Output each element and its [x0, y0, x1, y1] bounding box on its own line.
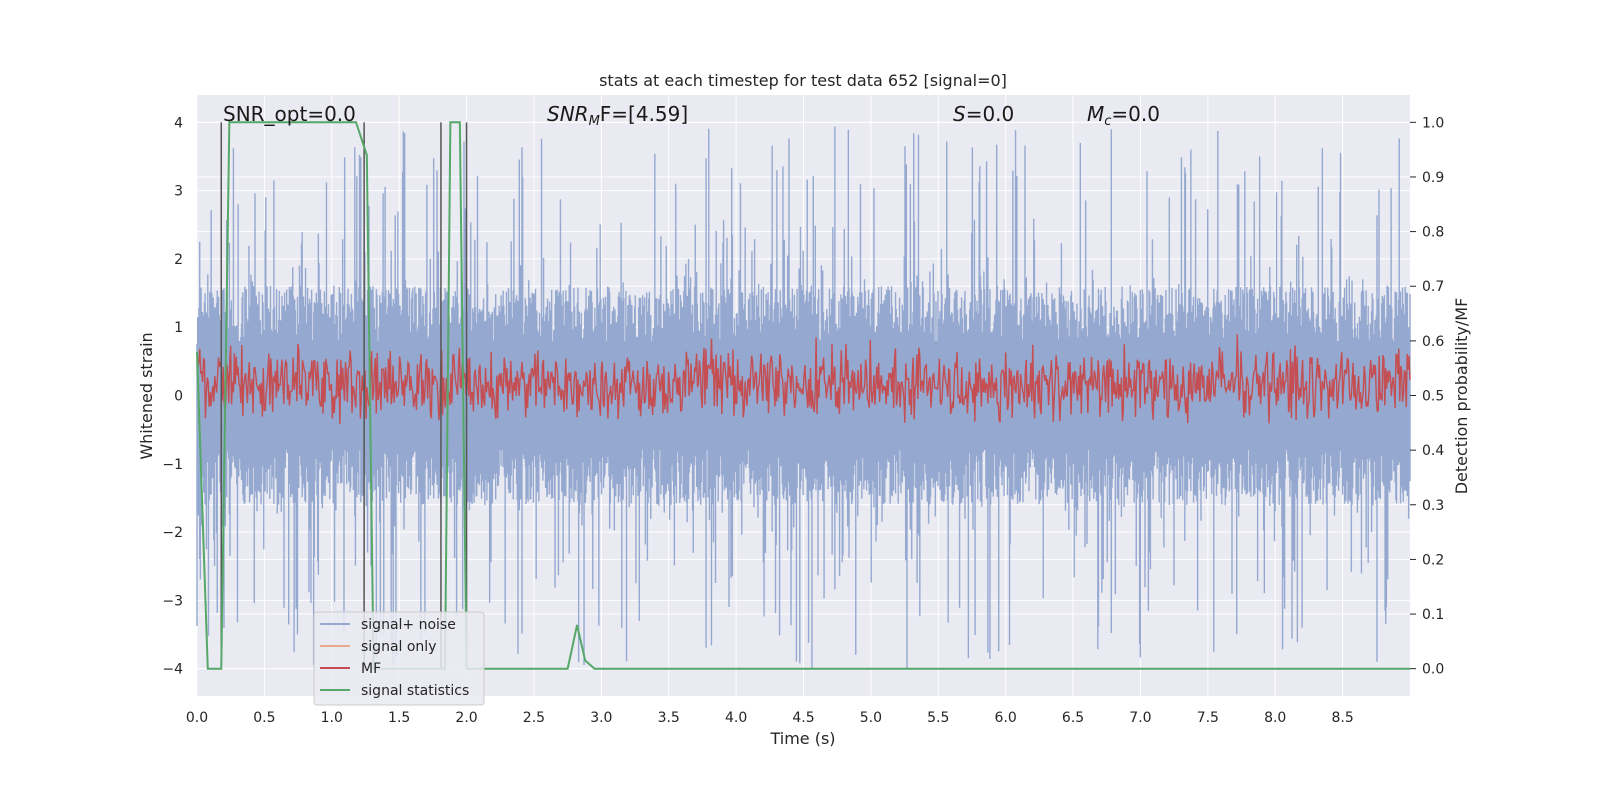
- y-right-tick-label: 0.9: [1422, 170, 1444, 186]
- x-tick-label: 0.0: [186, 710, 208, 726]
- y-left-tick-label: −4: [162, 662, 183, 678]
- x-tick-label: 0.5: [253, 710, 275, 726]
- legend-label-mf: MF: [361, 661, 381, 677]
- x-tick-label: 3.5: [658, 710, 680, 726]
- left-y-axis-label: Whitened strain: [137, 332, 156, 459]
- x-tick-label: 5.0: [860, 710, 882, 726]
- y-right-tick-label: 0.5: [1422, 389, 1444, 405]
- left-y-axis-ticks: −4 −3 −2 −1 0 1 2 3 4: [162, 115, 183, 677]
- x-tick-label: 6.0: [995, 710, 1017, 726]
- x-tick-label: 1.0: [321, 710, 343, 726]
- y-right-tick-label: 0.3: [1422, 498, 1444, 514]
- x-tick-label: 7.5: [1197, 710, 1219, 726]
- x-tick-label: 3.0: [590, 710, 612, 726]
- x-tick-label: 2.0: [455, 710, 477, 726]
- annotation-snr-opt: SNR_opt=0.0: [223, 102, 356, 126]
- vertical-markers: [220, 122, 468, 669]
- y-left-tick-label: 0: [174, 389, 183, 405]
- y-left-tick-label: 2: [174, 252, 183, 268]
- mf-line: [196, 334, 1411, 425]
- x-tick-label: 1.5: [388, 710, 410, 726]
- y-right-tick-label: 0.6: [1422, 334, 1444, 350]
- y-left-tick-label: 3: [174, 184, 183, 200]
- x-tick-label: 2.5: [523, 710, 545, 726]
- y-right-tick-label: 0.2: [1422, 552, 1444, 568]
- x-tick-label: 6.5: [1062, 710, 1084, 726]
- legend-label-signal-noise: signal+ noise: [361, 617, 456, 633]
- y-left-tick-label: −2: [162, 525, 183, 541]
- x-tick-label: 4.0: [725, 710, 747, 726]
- y-left-tick-label: −3: [162, 593, 183, 609]
- legend-box: [313, 611, 485, 706]
- annotation-snr-mf: SNRMF=[4.59]: [547, 102, 688, 129]
- y-right-tick-label: 0.1: [1422, 607, 1444, 623]
- annotation-s: S=0.0: [953, 102, 1014, 126]
- y-left-tick-label: 4: [174, 115, 183, 131]
- y-left-tick-label: −1: [162, 457, 183, 473]
- annotation-mc: Mc=0.0: [1087, 102, 1160, 129]
- legend: signal+ noise signal only MF signal stat…: [313, 611, 485, 706]
- y-right-tick-label: 0.4: [1422, 443, 1444, 459]
- x-tick-label: 8.0: [1264, 710, 1286, 726]
- x-tick-label: 7.0: [1129, 710, 1151, 726]
- x-tick-label: 5.5: [927, 710, 949, 726]
- right-y-axis-label: Detection probability/MF: [1452, 298, 1471, 495]
- x-axis-ticks: 0.0 0.5 1.0 1.5 2.0 2.5 3.0 3.5 4.0 4.5 5.0 5.5 6.0 6…: [186, 710, 1354, 726]
- y-right-tick-label: 0.0: [1422, 662, 1444, 678]
- y-left-tick-label: 1: [174, 320, 183, 336]
- y-right-tick-label: 1.0: [1422, 115, 1444, 131]
- chart-title: stats at each timestep for test data 652…: [599, 71, 1007, 90]
- legend-label-signal-statistics: signal statistics: [361, 683, 469, 699]
- right-y-axis-ticks: 0.0 0.1 0.2 0.3 0.4 0.5 0.6 0.7 0.8 0.9 1.0: [1410, 115, 1444, 678]
- x-tick-label: 8.5: [1331, 710, 1353, 726]
- y-right-tick-label: 0.7: [1422, 279, 1444, 295]
- legend-label-signal-only: signal only: [361, 639, 436, 655]
- x-tick-label: 4.5: [792, 710, 814, 726]
- x-axis-label: Time (s): [769, 729, 835, 748]
- y-right-tick-label: 0.8: [1422, 225, 1444, 241]
- mf-series: [196, 334, 1411, 425]
